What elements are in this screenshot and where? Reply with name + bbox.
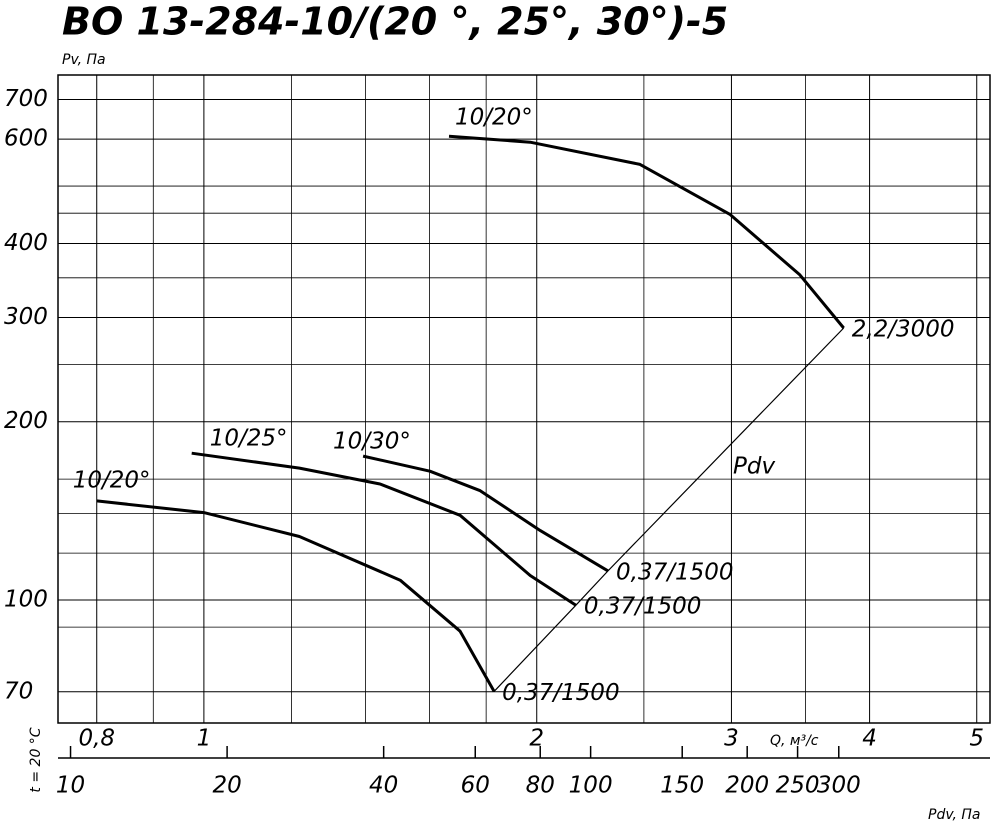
curve-end-label: 2,2/3000 xyxy=(852,316,955,342)
x-tick-label: 0,8 xyxy=(78,726,115,752)
x-axis-label: Q, м³/с xyxy=(770,733,819,749)
y-tick-label: 400 xyxy=(4,230,48,256)
x2-tick-label: 60 xyxy=(461,773,490,799)
curve xyxy=(191,451,577,607)
x-tick-label: 3 xyxy=(724,726,739,752)
curve-end-label: 0,37/1500 xyxy=(616,559,734,585)
y-tick-label: 100 xyxy=(4,587,48,613)
x2-axis-label: Pdv, Па xyxy=(928,807,980,823)
curve-name: 10/25° xyxy=(210,426,288,452)
y-tick-label: 200 xyxy=(4,408,48,434)
x2-tick-label: 40 xyxy=(369,773,398,799)
x2-tick-label: 150 xyxy=(660,773,704,799)
x2-tick-label: 80 xyxy=(526,773,555,799)
x2-tick-label: 200 xyxy=(725,773,769,799)
pdv-line xyxy=(493,327,845,692)
plot-frame xyxy=(57,74,991,724)
x-tick-label: 1 xyxy=(197,726,212,752)
y-axis-label: Pv, Па xyxy=(62,52,106,68)
y-tick-label: 600 xyxy=(4,126,48,152)
x-tick-label: 2 xyxy=(529,726,544,752)
chart-title: ВО 13-284-10/(20 °, 25°, 30°)-5 xyxy=(62,0,728,44)
x2-tick-label: 300 xyxy=(817,773,861,799)
y-tick-label: 700 xyxy=(4,86,48,112)
y-tick-label: 70 xyxy=(4,678,33,704)
curve-name: 10/20° xyxy=(73,467,151,493)
curve xyxy=(448,134,845,329)
x2-tick-label: 20 xyxy=(212,773,241,799)
curve-name: 10/30° xyxy=(333,429,411,455)
note: t = 20 °C xyxy=(28,727,44,792)
x-tick-label: 5 xyxy=(969,726,984,752)
x-tick-label: 4 xyxy=(862,726,877,752)
pdv-label: Pdv xyxy=(733,454,775,480)
x2-tick-label: 10 xyxy=(56,773,85,799)
x2-tick-label: 100 xyxy=(569,773,613,799)
x2-tick-label: 250 xyxy=(776,773,820,799)
curve-name: 10/20° xyxy=(455,105,533,131)
curve xyxy=(362,454,609,573)
curve-end-label: 0,37/1500 xyxy=(584,594,702,620)
curve-end-label: 0,37/1500 xyxy=(502,680,619,706)
y-tick-label: 300 xyxy=(4,304,48,330)
curve xyxy=(96,499,496,693)
